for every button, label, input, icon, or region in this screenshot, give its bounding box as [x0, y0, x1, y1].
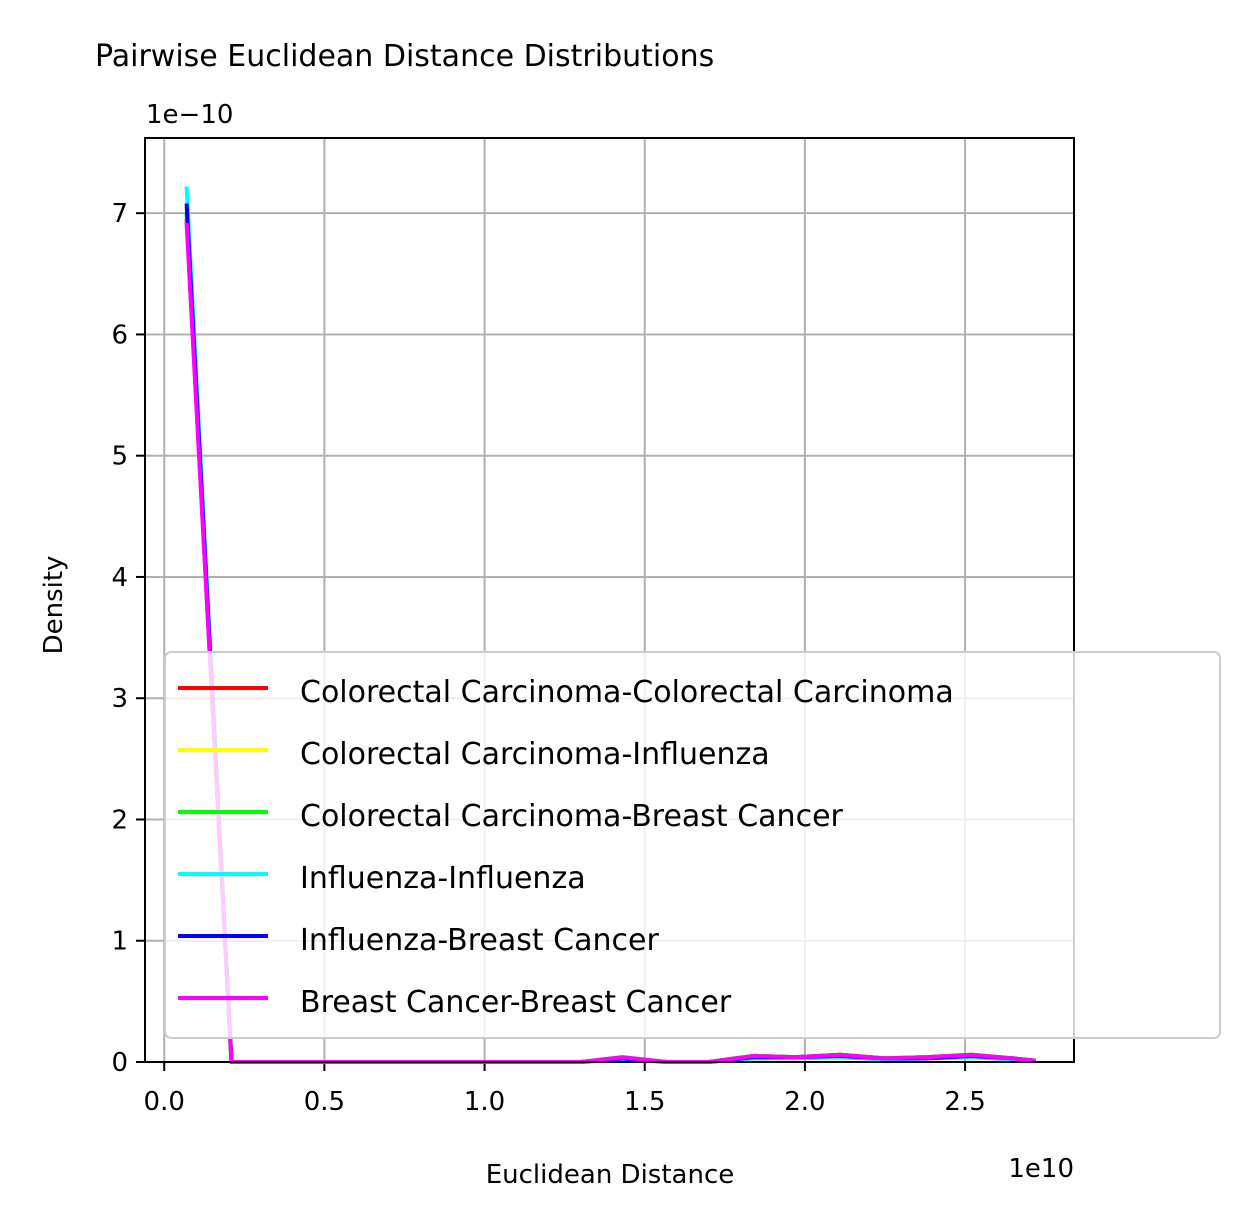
- legend-label-6: Breast Cancer-Breast Cancer: [300, 985, 732, 1020]
- x-tick-label: 2.5: [944, 1087, 985, 1117]
- x-tick-label: 0.0: [144, 1087, 185, 1117]
- legend-label-2: Colorectal Carcinoma-Influenza: [300, 737, 770, 772]
- y-tick-label: 7: [111, 199, 128, 229]
- y-offset-text: 1e−10: [146, 100, 233, 130]
- y-tick-label: 5: [111, 442, 128, 472]
- y-tick-label: 6: [111, 320, 128, 350]
- legend-box: [164, 651, 1221, 1039]
- x-tick-label: 1.5: [624, 1087, 665, 1117]
- legend-label-5: Influenza-Breast Cancer: [300, 923, 659, 958]
- x-tick-label: 2.0: [784, 1087, 825, 1117]
- x-tick-label: 1.0: [464, 1087, 505, 1117]
- y-tick-label: 1: [111, 927, 128, 957]
- x-offset-text: 1e10: [1008, 1154, 1074, 1184]
- x-tick-label: 0.5: [304, 1087, 345, 1117]
- y-tick-label: 0: [111, 1048, 128, 1078]
- y-tick-label: 2: [111, 805, 128, 835]
- legend-label-4: Influenza-Influenza: [300, 861, 586, 896]
- x-axis-label: Euclidean Distance: [486, 1160, 735, 1190]
- legend-label-1: Colorectal Carcinoma-Colorectal Carcinom…: [300, 675, 954, 710]
- y-axis-label: Density: [39, 556, 69, 655]
- legend: Colorectal Carcinoma-Colorectal Carcinom…: [164, 651, 1221, 1039]
- legend-label-3: Colorectal Carcinoma-Breast Cancer: [300, 799, 844, 834]
- y-tick-label: 4: [111, 563, 128, 593]
- chart-title: Pairwise Euclidean Distance Distribution…: [95, 39, 714, 74]
- axes-frame: [144, 137, 1075, 1063]
- y-tick-label: 3: [111, 684, 128, 714]
- axis-ticks: 0.0 0.5 1.0 1.5 2.0 2.5 0 1 2 3 4 5 6 7: [111, 199, 985, 1117]
